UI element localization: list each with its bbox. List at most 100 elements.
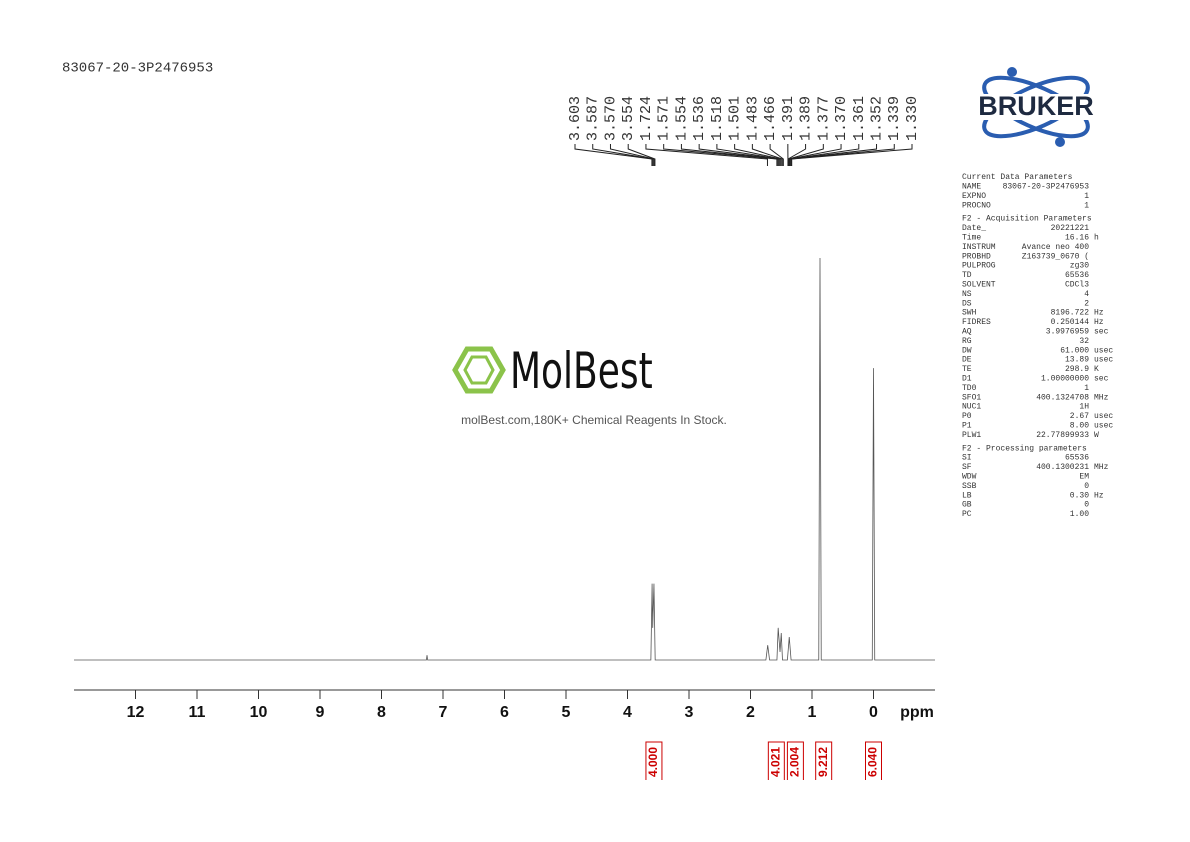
param-value: 1.00 (1070, 510, 1089, 519)
integral-bracket (815, 741, 833, 780)
peak-label: 1.518 (709, 96, 726, 141)
integral-label: 6.040 (866, 747, 880, 777)
param-unit: sec (1094, 375, 1109, 384)
param-unit: W (1094, 431, 1099, 440)
param-name: RG (962, 337, 972, 346)
peak-leader (734, 144, 782, 166)
param-name: PROCNO (962, 201, 991, 210)
peak-leader (592, 144, 654, 166)
peak-label: 1.391 (780, 96, 797, 141)
peak-leader (788, 144, 842, 166)
param-name: SFO1 (962, 393, 981, 402)
peak-leader (769, 144, 784, 166)
peak-label: 1.377 (815, 96, 832, 141)
peak-leader (789, 144, 860, 166)
param-value: zg30 (1070, 262, 1089, 271)
peak-label: 1.339 (886, 96, 903, 141)
peak-label: 1.466 (762, 96, 779, 141)
param-name: TD (962, 271, 972, 280)
integral-label: 9.212 (816, 747, 830, 777)
param-value: 1.00000000 (1041, 375, 1089, 384)
param-name: PULPROG (962, 262, 996, 271)
peak-leader (645, 144, 768, 166)
peak-leader (698, 144, 780, 166)
peak-leader (663, 144, 778, 166)
param-name: Time (962, 234, 981, 243)
x-tick-label: 8 (377, 704, 386, 721)
param-unit: Hz (1094, 318, 1104, 327)
param-value: 1 (1084, 201, 1089, 210)
param-value: 1 (1084, 384, 1089, 393)
brand: BRUKER (978, 91, 1094, 121)
x-tick-label: 3 (685, 704, 694, 721)
param-value: 8196.722 (1051, 309, 1090, 318)
param-name: AQ (962, 328, 972, 337)
param-name: GB (962, 501, 972, 510)
param-name: DS (962, 299, 972, 308)
param-name: SWH (962, 309, 977, 318)
param-name: FIDRES (962, 318, 991, 327)
bruker-logo: BRUKER (958, 67, 1114, 147)
param-value: 400.1324708 (1036, 393, 1089, 402)
watermark-logo: MolBest (510, 343, 653, 400)
param-name: TD0 (962, 384, 977, 393)
x-tick-label: 4 (623, 704, 632, 721)
param-unit: Hz (1094, 309, 1104, 318)
param-name: SI (962, 454, 972, 463)
peak-label: 1.501 (727, 96, 744, 141)
param-name: EXPNO (962, 192, 986, 201)
peak-label: 3.603 (567, 96, 584, 141)
param-value: CDCl3 (1065, 281, 1089, 290)
peak-label: 1.554 (673, 96, 690, 141)
peak-leader (609, 144, 655, 166)
param-name: NAME (962, 183, 981, 192)
x-axis-label: ppm (900, 704, 934, 721)
param-unit: usec (1094, 356, 1113, 365)
param-name: SOLVENT (962, 281, 996, 290)
param-unit: h (1094, 234, 1099, 243)
param-unit: MHz (1094, 393, 1109, 402)
integral-bracket (767, 741, 785, 780)
param-name: WDW (962, 473, 977, 482)
param-value: 1H (1079, 403, 1089, 412)
peak-label: 1.361 (851, 96, 868, 141)
param-value: 8.00 (1070, 422, 1089, 431)
x-tick-label: 0 (869, 704, 878, 721)
peak-leader (574, 144, 653, 166)
peak-label: 1.536 (691, 96, 708, 141)
param-value: 1 (1084, 192, 1089, 201)
param-value: 4 (1084, 290, 1089, 299)
peak-leader (791, 144, 913, 166)
param-value: 298.9 (1065, 365, 1089, 374)
param-unit: usec (1094, 346, 1113, 355)
peak-leader (627, 144, 656, 166)
param-value: 32 (1079, 337, 1089, 346)
param-value: Avance neo 400 (1022, 243, 1089, 252)
x-tick-label: 1 (808, 704, 817, 721)
param-unit: Hz (1094, 491, 1104, 500)
x-tick-label: 9 (316, 704, 325, 721)
param-value: 61.000 (1060, 346, 1089, 355)
x-tick-label: 6 (500, 704, 509, 721)
param-value: 83067-20-3P2476953 (1003, 183, 1090, 192)
x-tick-label: 5 (562, 704, 571, 721)
x-tick-label: 7 (439, 704, 448, 721)
peak-label: 3.570 (602, 96, 619, 141)
peak-label: 1.724 (638, 96, 655, 141)
integral-bracket (645, 741, 663, 780)
param-value: 3.9976959 (1046, 328, 1089, 337)
peak-leader (680, 144, 779, 166)
peak-label: 1.389 (798, 96, 815, 141)
peak-leader (751, 144, 783, 166)
param-value: 400.1300231 (1036, 463, 1089, 472)
param-name: DW (962, 346, 972, 355)
peak-leader (787, 144, 807, 166)
param-name: P1 (962, 422, 972, 431)
peak-label: 1.330 (904, 96, 921, 141)
peak-leader (789, 144, 878, 166)
param-value: 16.16 (1065, 234, 1089, 243)
section-title: F2 - Acquisition Parameters (962, 215, 1092, 224)
